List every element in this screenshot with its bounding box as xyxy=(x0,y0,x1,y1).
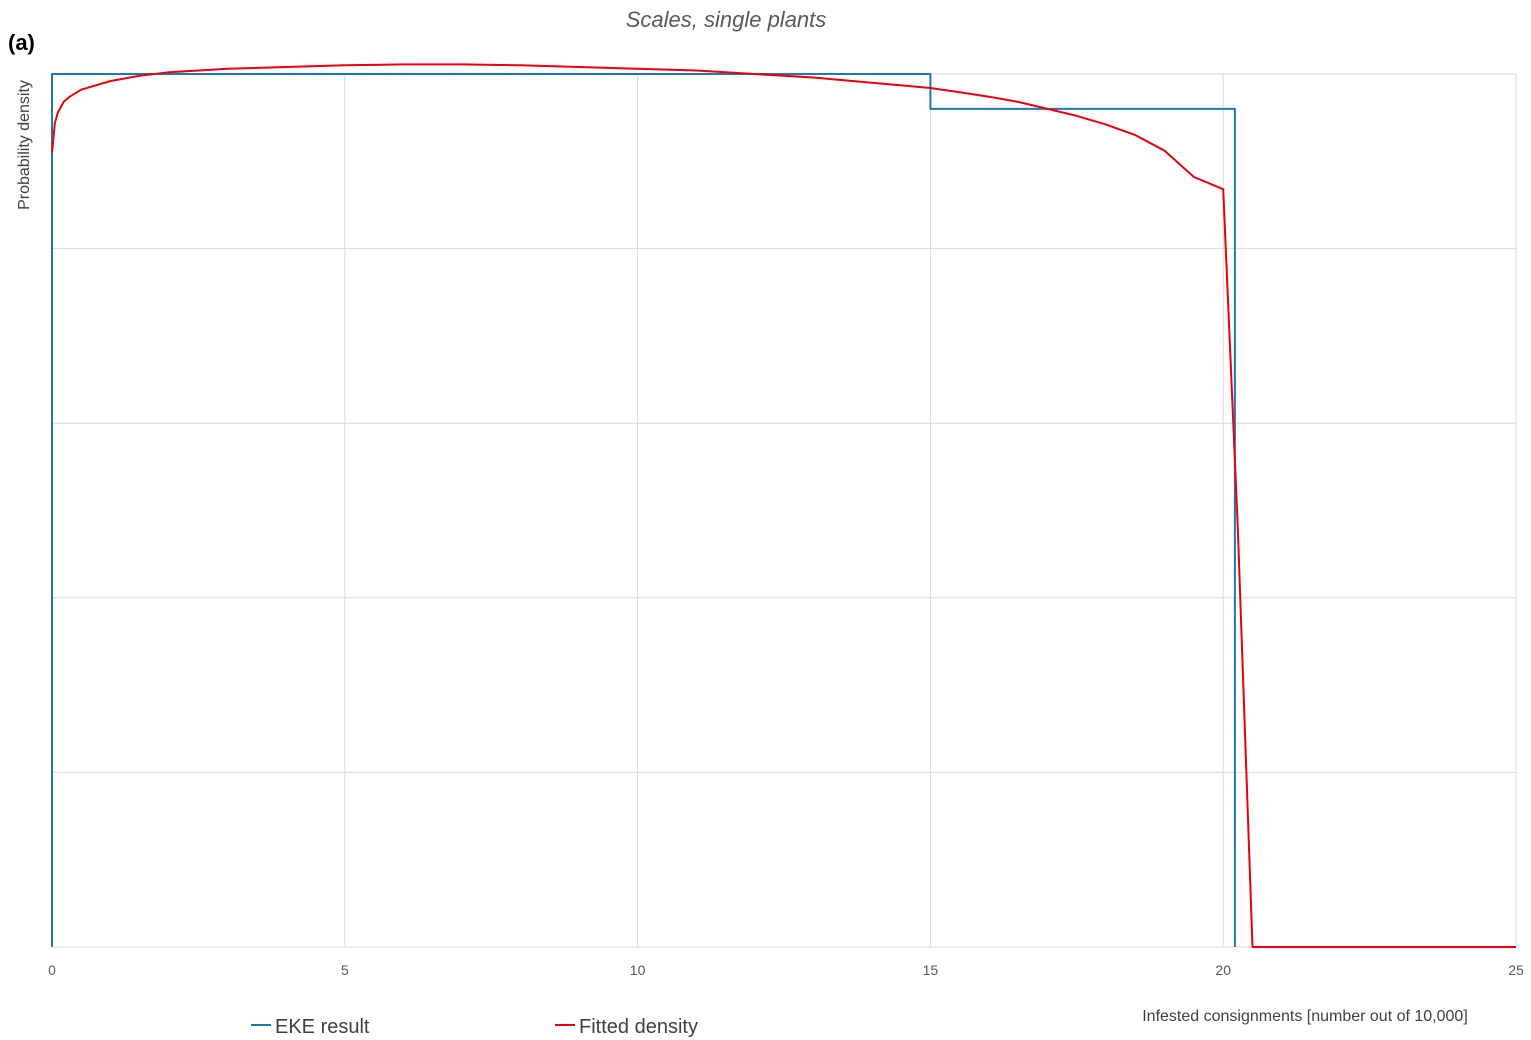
x-tick-label: 15 xyxy=(923,962,939,978)
series-layer xyxy=(51,63,1516,948)
x-tick-label: 5 xyxy=(341,962,349,978)
x-tick-label: 25 xyxy=(1508,962,1524,978)
x-axis-label: Infested consignments [number out of 10,… xyxy=(1142,1008,1468,1025)
legend-label: Fitted density xyxy=(579,1016,698,1038)
x-tick-label: 0 xyxy=(48,962,56,978)
x-tick-label: 20 xyxy=(1215,962,1231,978)
legend-label: EKE result xyxy=(275,1016,370,1038)
y-axis-label: Probability density xyxy=(16,80,33,210)
x-tick-labels: 0 5 10 15 20 25 xyxy=(48,962,1524,978)
grid-lines xyxy=(51,73,1517,948)
x-tick-label: 10 xyxy=(630,962,646,978)
plot-area: 0 5 10 15 20 25 xyxy=(48,63,1524,978)
fitted-density-line xyxy=(51,63,1516,948)
panel-label: (a) xyxy=(8,30,35,55)
chart-title: Scales, single plants xyxy=(626,7,827,32)
eke-result-line xyxy=(51,73,1236,947)
legend: EKE result Fitted density xyxy=(251,1016,698,1038)
